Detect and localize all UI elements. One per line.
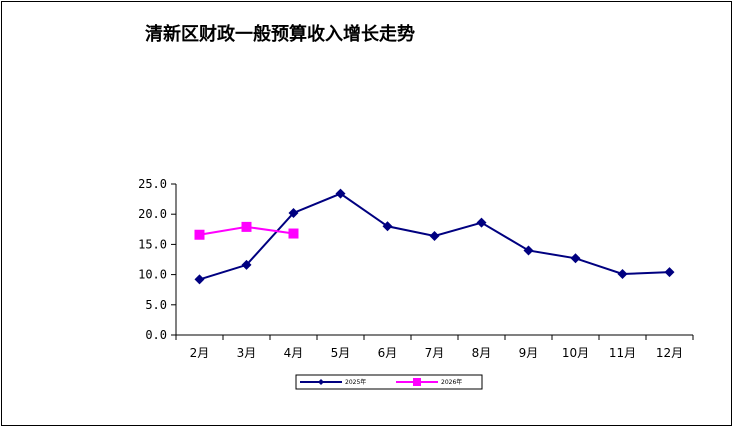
- y-tick-label: 0.0: [145, 328, 167, 342]
- legend-marker: [413, 378, 421, 386]
- data-point: [617, 268, 628, 279]
- data-point: [288, 228, 299, 239]
- legend-item: 2026年: [396, 378, 462, 386]
- tick-labels: 0.0 5.0 10.0 15.0 20.0 25.0: [138, 177, 167, 342]
- legend-label: 2025年: [345, 378, 366, 386]
- series-1: [194, 188, 675, 285]
- x-category-label: 9月: [519, 346, 539, 360]
- data-point: [194, 274, 205, 285]
- axes: [171, 183, 694, 340]
- data-point: [476, 217, 487, 228]
- data-point: [382, 221, 393, 232]
- x-category-label: 3月: [237, 346, 257, 360]
- x-category-label: 4月: [284, 346, 304, 360]
- y-tick-label: 5.0: [145, 298, 167, 312]
- legend-label: 2026年: [441, 378, 462, 386]
- legend-marker: [318, 379, 324, 385]
- x-category-label: 12月: [656, 346, 683, 360]
- data-point: [288, 207, 299, 218]
- series-2: [194, 221, 299, 240]
- y-tick-label: 20.0: [138, 207, 167, 221]
- y-tick-label: 10.0: [138, 268, 167, 282]
- data-point: [241, 221, 252, 232]
- data-point: [570, 253, 581, 264]
- y-tick-label: 15.0: [138, 237, 167, 251]
- x-category-label: 6月: [378, 346, 398, 360]
- x-category-label: 10月: [562, 346, 589, 360]
- data-point: [335, 188, 346, 199]
- data-point: [523, 245, 534, 256]
- x-category-label: 5月: [331, 346, 351, 360]
- legend-item: 2025年: [300, 378, 366, 386]
- legend-box: [295, 374, 483, 390]
- x-category-label: 2月: [190, 346, 210, 360]
- data-point: [194, 229, 205, 240]
- data-point: [664, 267, 675, 278]
- chart-title: 清新区财政一般预算收入增长走势: [145, 24, 415, 45]
- data-point: [241, 259, 252, 270]
- legend: 2025年 2026年: [295, 374, 483, 390]
- x-category-label: 8月: [472, 346, 492, 360]
- series-layer: [194, 188, 675, 285]
- category-labels: 2月 3月 4月 5月 6月 7月 8月 9月 10月 11月 12月: [190, 346, 683, 360]
- x-category-label: 7月: [425, 346, 445, 360]
- data-point: [429, 230, 440, 241]
- y-tick-label: 25.0: [138, 177, 167, 191]
- x-category-label: 11月: [609, 346, 636, 360]
